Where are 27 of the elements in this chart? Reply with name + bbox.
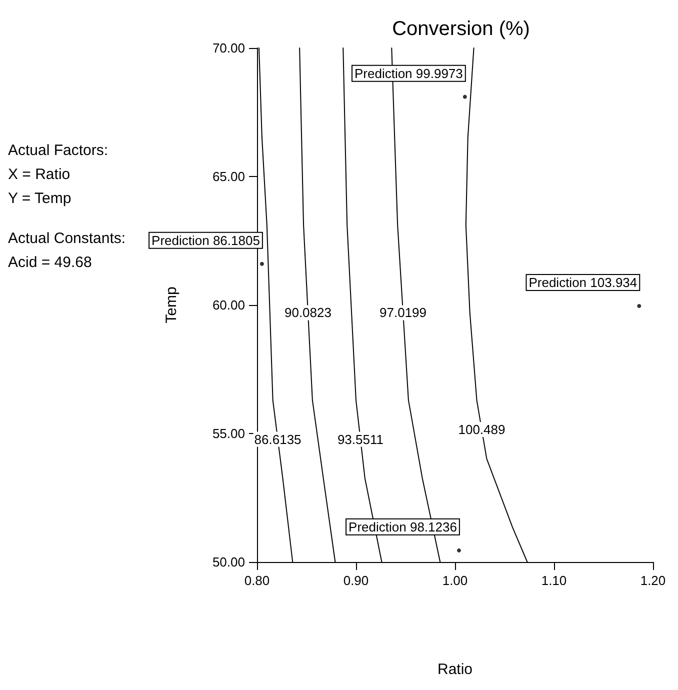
y-axis-title: Temp <box>163 286 180 324</box>
x-axis-title: Ratio <box>437 661 473 678</box>
x-tick-label: 0.90 <box>343 573 369 588</box>
x-tick-label: 1.00 <box>442 573 468 588</box>
series-label: 86.6135 <box>254 432 302 447</box>
annotation: Prediction 103.934 <box>528 275 638 290</box>
annotation: Prediction 99.9973 <box>354 66 463 81</box>
text: Acid = 49.68 <box>8 254 92 271</box>
annotation: Prediction 86.1805 <box>152 232 260 248</box>
text: Y = Temp <box>8 190 72 207</box>
annotation: Prediction 98.1236 <box>348 519 457 534</box>
y-tick-label: 60.00 <box>212 298 245 312</box>
text: Actual Factors: <box>8 142 108 159</box>
chart-title: Conversion (%) <box>392 18 530 40</box>
y-tick-label: 55.00 <box>212 426 245 441</box>
y-tick-label: 65.00 <box>212 169 245 184</box>
text: X = Ratio <box>8 166 70 183</box>
y-tick-label: 50.00 <box>212 554 245 570</box>
series-label: 97.0199 <box>380 305 427 320</box>
text: Actual Constants: <box>8 230 126 247</box>
x-tick-label: 0.80 <box>244 573 270 588</box>
x-tick-label: 1.10 <box>541 573 567 588</box>
y-tick-label: 70.00 <box>212 40 245 56</box>
series-label: 90.0823 <box>284 305 332 320</box>
series-label: 100.489 <box>458 422 506 438</box>
series-label: 93.5511 <box>337 432 384 447</box>
x-tick-label: 1.20 <box>640 573 666 588</box>
